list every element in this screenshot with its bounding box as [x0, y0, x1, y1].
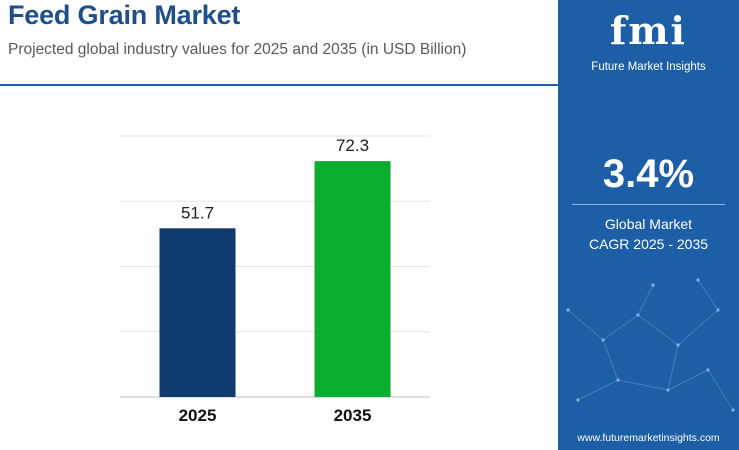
fmi-logo: fmi Future Market Insights — [558, 0, 739, 82]
data-label-2035: 72.3 — [336, 136, 369, 155]
x-tick-label-2025: 2025 — [179, 406, 217, 425]
cagr-label: Global Market CAGR 2025 - 2035 — [558, 214, 739, 254]
bar-chart: 51.7 2025 72.3 2035 — [120, 135, 430, 425]
panel-divider — [572, 204, 725, 205]
header-divider — [0, 84, 558, 86]
website-url: www.futuremarketinsights.com — [577, 432, 720, 444]
cagr-value: 3.4% — [602, 152, 695, 196]
cagr-label-line1: Global Market — [604, 216, 693, 232]
network-decoration — [566, 278, 735, 412]
info-panel: fmi Future Market Insights 3.4% Global M… — [558, 0, 739, 450]
cagr-label-line2: CAGR 2025 - 2035 — [588, 236, 709, 252]
logo-tagline: Future Market Insights — [591, 61, 706, 73]
chart-subtitle: Projected global industry values for 202… — [8, 41, 467, 58]
x-tick-label-2035: 2035 — [334, 406, 372, 425]
data-label-2025: 51.7 — [181, 203, 214, 222]
bar-2035 — [314, 161, 391, 397]
bar-2025 — [159, 228, 236, 397]
chart-title: Feed Grain Market — [8, 0, 241, 30]
logo-wordmark: fmi — [610, 8, 687, 53]
